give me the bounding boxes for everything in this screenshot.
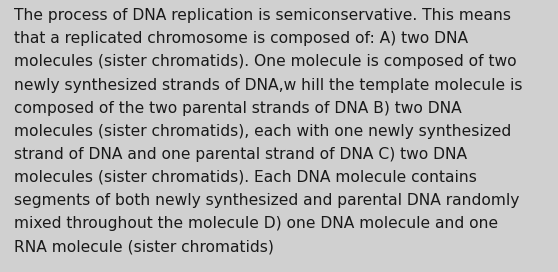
Text: mixed throughout the molecule D) one DNA molecule and one: mixed throughout the molecule D) one DNA… <box>14 216 498 231</box>
Text: The process of DNA replication is semiconservative. This means: The process of DNA replication is semico… <box>14 8 511 23</box>
Text: segments of both newly synthesized and parental DNA randomly: segments of both newly synthesized and p… <box>14 193 519 208</box>
Text: composed of the two parental strands of DNA B) two DNA: composed of the two parental strands of … <box>14 101 461 116</box>
Text: molecules (sister chromatids), each with one newly synthesized: molecules (sister chromatids), each with… <box>14 124 511 139</box>
Text: newly synthesized strands of DNA,w hill the template molecule is: newly synthesized strands of DNA,w hill … <box>14 78 522 92</box>
Text: that a replicated chromosome is composed of: A) two DNA: that a replicated chromosome is composed… <box>14 31 468 46</box>
Text: molecules (sister chromatids). Each DNA molecule contains: molecules (sister chromatids). Each DNA … <box>14 170 477 185</box>
Text: RNA molecule (sister chromatids): RNA molecule (sister chromatids) <box>14 239 274 254</box>
Text: molecules (sister chromatids). One molecule is composed of two: molecules (sister chromatids). One molec… <box>14 54 517 69</box>
Text: strand of DNA and one parental strand of DNA C) two DNA: strand of DNA and one parental strand of… <box>14 147 467 162</box>
